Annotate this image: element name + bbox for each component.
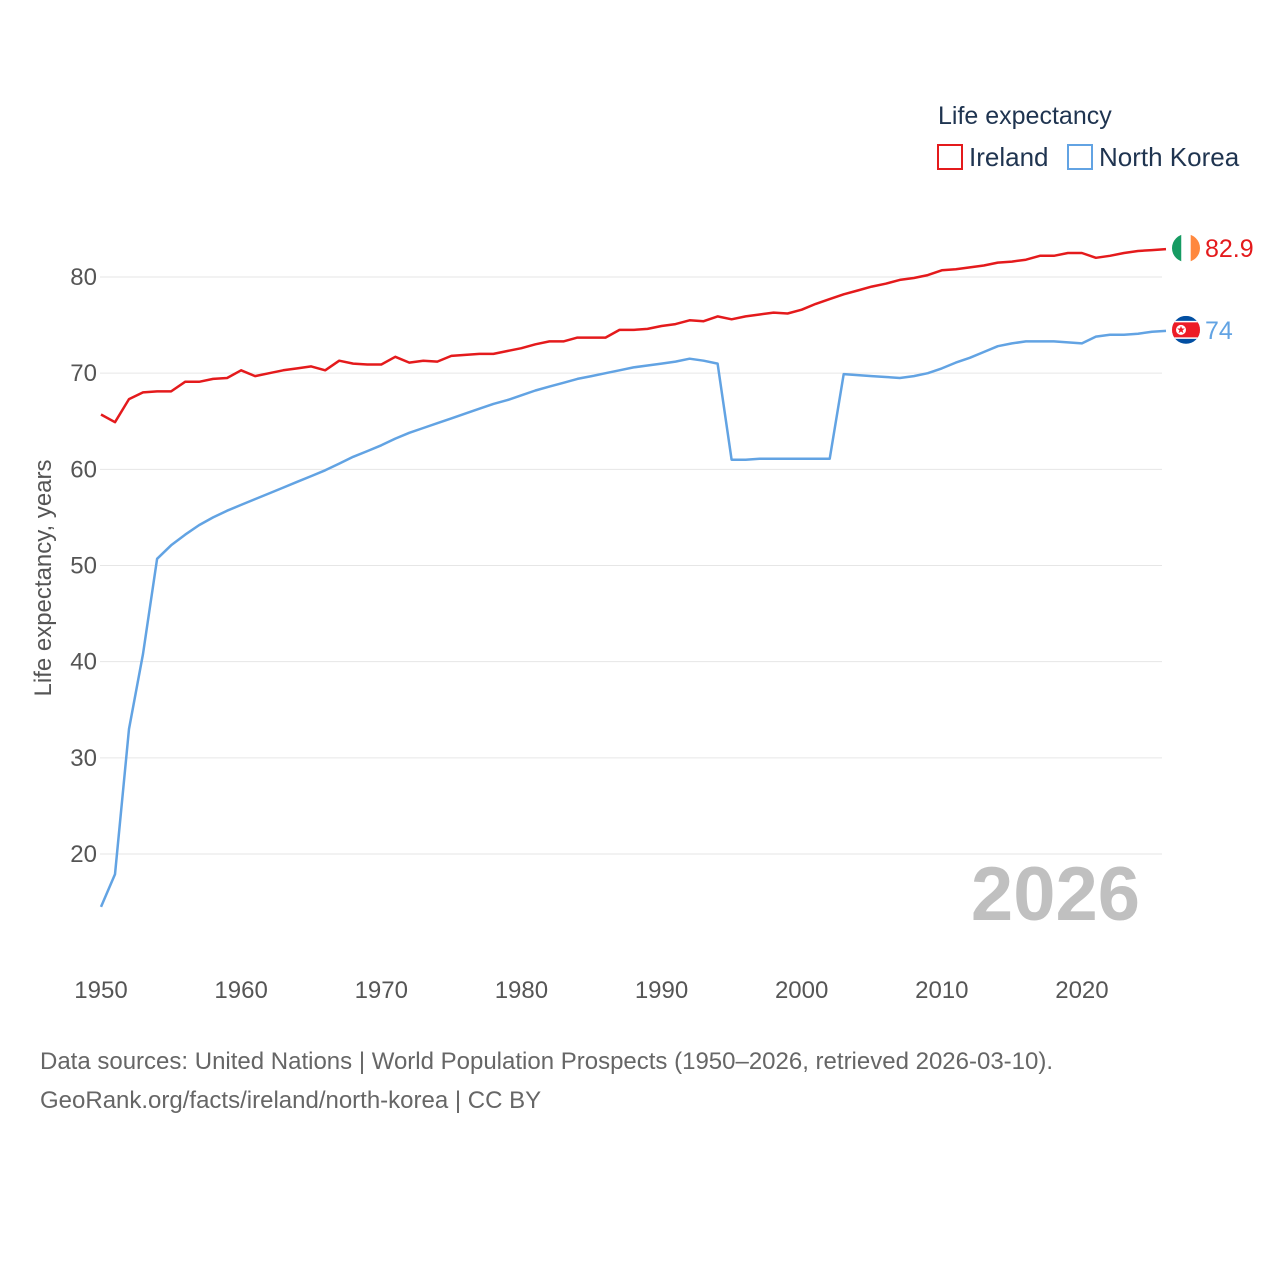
x-tick-label: 1980 — [495, 977, 548, 1004]
legend-label-north-korea: North Korea — [1099, 142, 1240, 172]
x-tick-label: 1990 — [635, 977, 688, 1004]
y-tick-label: 60 — [70, 456, 97, 483]
y-tick-label: 20 — [70, 841, 97, 868]
gridlines — [100, 276, 1162, 855]
x-tick-label: 2010 — [915, 977, 968, 1004]
x-tick-label: 1970 — [355, 977, 408, 1004]
y-tick-label: 80 — [70, 264, 97, 291]
series-line-ireland — [100, 247, 1167, 424]
source-note: Data sources: United Nations | World Pop… — [40, 1048, 1053, 1075]
legend-swatch-north-korea — [1067, 144, 1093, 170]
x-tick-label: 2020 — [1055, 977, 1108, 1004]
y-tick-label: 70 — [70, 360, 97, 387]
x-tick-label: 1950 — [74, 977, 127, 1004]
x-axis-ticks: 1950 1960 1970 1980 1990 2000 2010 2020 — [74, 977, 1108, 1004]
legend: Life expectancy Ireland North Korea — [937, 102, 1240, 172]
north-korea-end-value: 74 — [1205, 317, 1233, 345]
legend-label-ireland: Ireland — [969, 142, 1049, 172]
x-tick-label: 1960 — [214, 977, 267, 1004]
y-axis-title: Life expectancy, years — [30, 459, 57, 696]
y-tick-label: 30 — [70, 745, 97, 772]
ireland-end-value: 82.9 — [1205, 235, 1254, 263]
north-korea-flag-icon — [1172, 315, 1200, 344]
y-axis-ticks: 20 30 40 50 60 70 80 — [70, 264, 97, 868]
legend-swatch-ireland — [937, 144, 963, 170]
series-line-north-korea — [99, 329, 1167, 908]
y-tick-label: 50 — [70, 553, 97, 580]
y-tick-label: 40 — [70, 649, 97, 676]
legend-title: Life expectancy — [938, 102, 1112, 130]
ireland-flag-icon — [1172, 234, 1200, 263]
source-link: GeoRank.org/facts/ireland/north-korea | … — [40, 1087, 541, 1114]
year-label: 2026 — [971, 852, 1140, 937]
x-tick-label: 2000 — [775, 977, 828, 1004]
